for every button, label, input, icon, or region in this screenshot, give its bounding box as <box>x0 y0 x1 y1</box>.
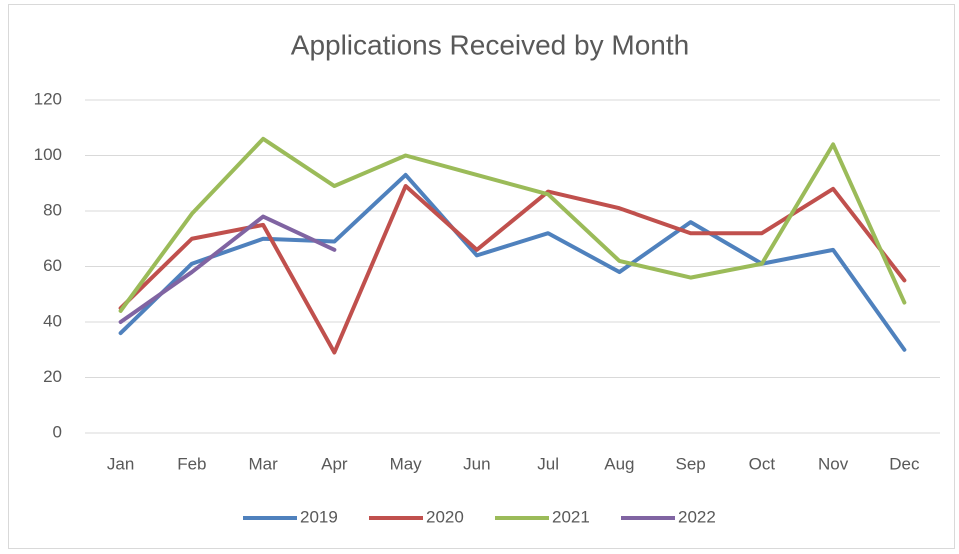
legend-label: 2021 <box>552 507 590 526</box>
series-line <box>118 136 907 313</box>
y-tick-label: 100 <box>34 145 62 164</box>
series-line <box>118 214 337 324</box>
x-tick-label: Mar <box>248 454 278 473</box>
chart-border <box>8 4 955 549</box>
x-tick-label: Sep <box>676 454 706 473</box>
x-tick-label: Jan <box>107 454 134 473</box>
y-tick-label: 0 <box>53 422 62 441</box>
x-tick-label: Jul <box>537 454 559 473</box>
x-tick-label: Jun <box>463 454 490 473</box>
y-tick-label: 40 <box>43 311 62 330</box>
y-tick-label: 20 <box>43 367 62 386</box>
legend-label: 2020 <box>426 507 464 526</box>
legend-label: 2022 <box>678 507 716 526</box>
x-tick-label: Apr <box>321 454 348 473</box>
x-tick-label: May <box>390 454 423 473</box>
y-tick-label: 120 <box>34 89 62 108</box>
x-tick-label: Oct <box>749 454 776 473</box>
x-tick-label: Aug <box>604 454 634 473</box>
x-tick-label: Dec <box>889 454 920 473</box>
y-tick-label: 60 <box>43 256 62 275</box>
chart-title: Applications Received by Month <box>291 29 689 60</box>
legend-label: 2019 <box>300 507 338 526</box>
x-tick-label: Nov <box>818 454 849 473</box>
series-line <box>118 172 907 352</box>
y-tick-label: 80 <box>43 200 62 219</box>
x-tick-label: Feb <box>177 454 206 473</box>
